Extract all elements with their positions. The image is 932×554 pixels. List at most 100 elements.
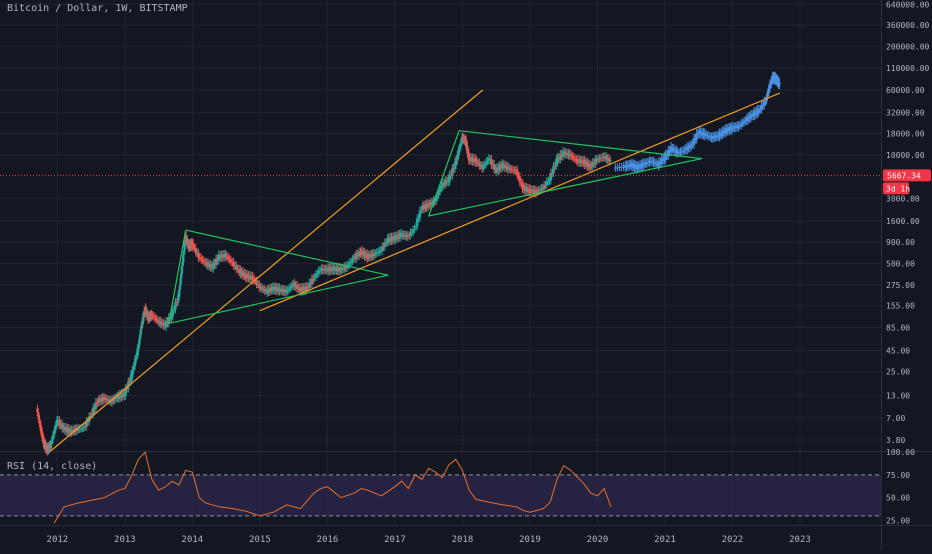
candle (326, 263, 330, 276)
candle (330, 262, 334, 275)
candle (486, 156, 489, 166)
candle (208, 259, 211, 271)
candle (320, 264, 323, 275)
candle (233, 261, 237, 270)
candle (229, 255, 233, 266)
candle (754, 106, 758, 119)
candle (579, 155, 582, 167)
candle (595, 155, 598, 166)
candle (225, 251, 229, 261)
candle (587, 159, 590, 171)
candle (324, 264, 327, 275)
candle (542, 180, 546, 193)
candle (391, 232, 395, 245)
candle (321, 264, 324, 275)
candle (502, 160, 505, 171)
candle (756, 105, 759, 119)
candle (532, 185, 535, 198)
candle (160, 318, 164, 329)
candle (426, 199, 430, 211)
time-tick-label: 2013 (114, 535, 136, 545)
candle (661, 154, 665, 165)
candle (730, 121, 734, 135)
symbol-legend[interactable]: Bitcoin / Dollar, 1W, BITSTAMP (7, 3, 188, 14)
candle (649, 156, 652, 166)
time-axis[interactable]: 2012 2013 2014 2015 2016 2017 2018 2019 2020 2021… (47, 535, 811, 545)
candle (654, 158, 658, 169)
candle (158, 316, 161, 327)
candle (370, 250, 373, 261)
candle (600, 152, 604, 162)
candle (555, 154, 558, 170)
candle (640, 160, 643, 172)
candle (629, 159, 632, 170)
candle (729, 122, 732, 135)
candle (492, 159, 496, 174)
candle (602, 152, 605, 162)
candle (78, 424, 81, 434)
triangle-pattern (168, 229, 389, 325)
candle (142, 306, 146, 322)
candle (389, 233, 392, 246)
candle (704, 130, 708, 140)
candle (271, 282, 274, 295)
time-tick-label: 2020 (587, 535, 609, 545)
candle (683, 145, 686, 155)
candle (731, 122, 735, 133)
rsi-axis[interactable]: 100.00 75.00 50.00 25.00 (886, 448, 915, 525)
candle (761, 100, 765, 110)
candle (441, 178, 445, 191)
candle (220, 250, 223, 262)
candle (736, 121, 739, 132)
candle (53, 426, 56, 439)
candle (347, 261, 350, 270)
candle (445, 176, 449, 187)
rsi-legend[interactable]: RSI (14, close) (7, 461, 98, 472)
candle (484, 157, 488, 169)
candle (478, 158, 481, 170)
candle (422, 200, 426, 214)
candle (456, 150, 459, 165)
candle (598, 154, 601, 163)
candle (443, 178, 446, 189)
candle (448, 170, 451, 186)
candle (505, 161, 508, 172)
candle (395, 231, 399, 243)
candle (333, 262, 337, 275)
candle (410, 228, 414, 237)
candle (298, 283, 301, 295)
candle (464, 135, 468, 151)
candle (591, 158, 594, 171)
candle (717, 130, 720, 141)
rsi-line (53, 450, 612, 524)
candle (64, 422, 68, 436)
candle (393, 232, 396, 245)
candle (462, 134, 466, 145)
candle (726, 124, 729, 136)
candle (569, 150, 573, 161)
candle (201, 255, 204, 265)
candle (620, 162, 623, 172)
candle (568, 149, 571, 160)
candle (155, 314, 158, 324)
candle (366, 249, 369, 263)
candle (236, 264, 239, 274)
candle (707, 131, 711, 141)
candle (571, 152, 574, 161)
candle (452, 163, 455, 174)
trend-lines[interactable] (50, 89, 780, 452)
candle (108, 396, 111, 405)
candle (741, 119, 744, 128)
candle (249, 271, 253, 284)
candle (198, 253, 202, 262)
price-axis[interactable]: 640000.00 360000.00 200000.00 110000.00 6000… (883, 0, 931, 445)
candle (458, 144, 461, 156)
candle (314, 270, 318, 281)
candle (702, 128, 705, 140)
candle (680, 147, 684, 156)
candle (468, 152, 472, 165)
candle (420, 205, 423, 215)
price-tick-label: 275.00 (886, 281, 915, 290)
